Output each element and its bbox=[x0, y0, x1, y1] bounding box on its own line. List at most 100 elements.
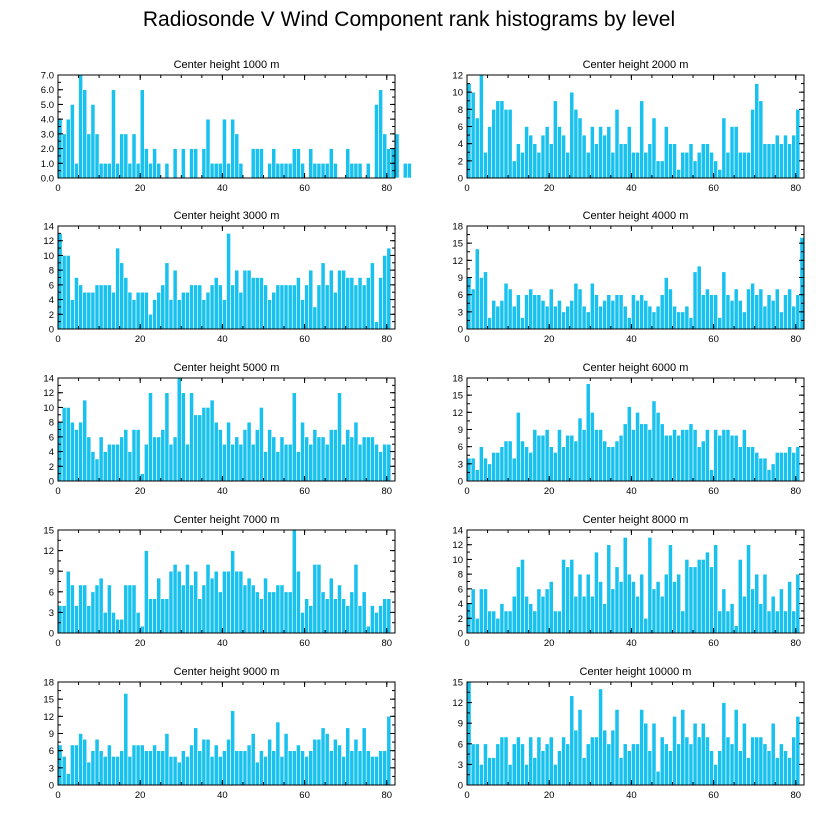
y-tick-label: 10 bbox=[452, 88, 463, 99]
y-tick-label: 0 bbox=[458, 174, 463, 185]
panel-title: Center height 8000 m bbox=[583, 514, 689, 526]
histogram-bar bbox=[402, 162, 408, 179]
histogram-bar bbox=[300, 299, 305, 330]
x-tick-label: 40 bbox=[626, 183, 637, 194]
histogram-bar bbox=[152, 744, 157, 786]
x-tick-label: 80 bbox=[381, 638, 392, 649]
histogram-bar bbox=[156, 577, 162, 634]
histogram-bar bbox=[684, 305, 690, 330]
histogram-bar bbox=[345, 277, 351, 330]
histogram-bar bbox=[259, 407, 264, 482]
histogram-bar bbox=[61, 605, 67, 634]
histogram-bar bbox=[337, 392, 342, 482]
histogram-bar bbox=[238, 162, 244, 179]
x-tick-label: 80 bbox=[381, 334, 392, 345]
histogram-bar bbox=[296, 744, 301, 786]
y-tick-label: 0 bbox=[458, 781, 463, 792]
histogram-bar bbox=[561, 559, 566, 634]
histogram-bar bbox=[733, 625, 739, 634]
x-tick-label: 60 bbox=[708, 790, 719, 801]
histogram-bar bbox=[635, 151, 640, 179]
histogram-bar bbox=[328, 269, 334, 330]
histogram-bar bbox=[102, 756, 108, 786]
histogram-bar bbox=[127, 584, 133, 634]
x-tick-label: 0 bbox=[55, 486, 60, 497]
histogram-bar bbox=[213, 744, 219, 786]
histogram-bar bbox=[758, 288, 764, 330]
histogram-bar bbox=[139, 473, 145, 482]
histogram-bar bbox=[119, 750, 125, 786]
x-tick-label: 0 bbox=[464, 183, 469, 194]
histogram-bar bbox=[536, 588, 542, 634]
histogram-bar bbox=[201, 738, 207, 786]
y-tick-label: 6 bbox=[49, 746, 54, 757]
histogram-bar bbox=[561, 736, 566, 786]
histogram-bar bbox=[139, 625, 145, 634]
histogram-bar bbox=[386, 598, 392, 634]
histogram-bar bbox=[370, 436, 375, 482]
histogram-bar bbox=[676, 743, 682, 786]
histogram-bar bbox=[758, 100, 764, 179]
histogram-bar bbox=[222, 443, 227, 482]
histogram-bar bbox=[209, 284, 215, 330]
histogram-bar bbox=[287, 443, 293, 482]
histogram-bar bbox=[197, 284, 203, 330]
histogram-bar bbox=[791, 134, 797, 179]
histogram-chart: Center height 3000 m 0 2 4 6 8 10 12 14 0 20 40 60 80 bbox=[43, 210, 396, 345]
histogram-bar bbox=[370, 262, 375, 330]
histogram-bar bbox=[717, 317, 723, 330]
histogram-bar bbox=[631, 151, 636, 179]
histogram-bar bbox=[365, 750, 371, 786]
histogram-bar bbox=[528, 736, 534, 786]
histogram-bar bbox=[569, 300, 575, 330]
histogram-bar bbox=[524, 294, 529, 330]
histogram-bar bbox=[365, 625, 371, 634]
histogram-bar bbox=[791, 610, 797, 634]
histogram-bar bbox=[78, 584, 83, 634]
histogram-bar bbox=[598, 305, 603, 330]
histogram-bar bbox=[663, 743, 669, 786]
histogram-bar bbox=[762, 305, 768, 330]
histogram-bar bbox=[135, 612, 141, 634]
histogram-bar bbox=[70, 299, 75, 330]
histogram-bar bbox=[275, 721, 281, 786]
histogram-bar bbox=[193, 727, 199, 786]
histogram-bar bbox=[795, 716, 801, 786]
histogram-bar bbox=[725, 610, 731, 634]
x-tick-label: 20 bbox=[544, 183, 555, 194]
histogram-bar bbox=[721, 117, 727, 179]
histogram-bar bbox=[300, 421, 305, 482]
histogram-bar bbox=[279, 162, 285, 179]
figure-title: Radiosonde V Wind Component rank histogr… bbox=[142, 8, 676, 31]
histogram-bar bbox=[238, 570, 244, 634]
y-tick-label: 2.0 bbox=[41, 144, 54, 155]
histogram-bar bbox=[102, 284, 108, 330]
histogram-bar bbox=[349, 277, 355, 330]
histogram-bar bbox=[713, 429, 718, 482]
histogram-bar bbox=[90, 451, 96, 482]
histogram-bar bbox=[180, 392, 186, 482]
histogram-bar bbox=[713, 544, 718, 634]
x-tick-label: 40 bbox=[217, 183, 228, 194]
histogram-bar bbox=[152, 598, 157, 634]
histogram-bar bbox=[598, 126, 603, 179]
histogram-bar bbox=[499, 603, 505, 634]
histogram-bar bbox=[148, 598, 153, 634]
histogram-bar bbox=[374, 104, 379, 179]
histogram-bar bbox=[479, 446, 484, 482]
histogram-bar bbox=[222, 299, 227, 330]
histogram-bar bbox=[614, 440, 620, 482]
histogram-bar bbox=[709, 750, 714, 786]
histogram-bar bbox=[659, 595, 665, 634]
histogram-bar bbox=[602, 729, 608, 786]
histogram-bar bbox=[123, 277, 129, 330]
histogram-bar bbox=[365, 277, 371, 330]
histogram-bar bbox=[337, 584, 342, 634]
histogram-bar bbox=[74, 605, 79, 634]
histogram-bar bbox=[156, 436, 162, 482]
histogram-bar bbox=[733, 709, 739, 786]
histogram-bar bbox=[378, 89, 383, 179]
histogram-bar bbox=[341, 443, 346, 482]
histogram-bar bbox=[168, 299, 174, 330]
histogram-bar bbox=[386, 443, 392, 482]
